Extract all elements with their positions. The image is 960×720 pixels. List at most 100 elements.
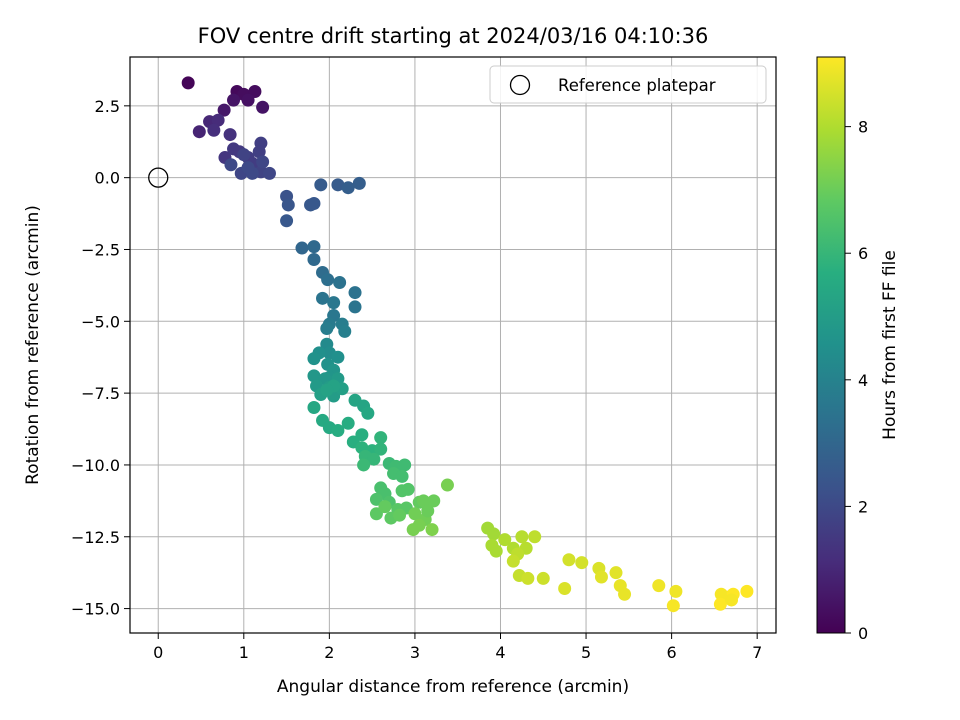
data-point [256,155,270,169]
data-point [393,508,407,522]
data-point [421,504,435,518]
data-point [241,93,255,107]
data-point [181,76,195,90]
data-point [237,148,251,162]
colorbar-gradient [816,56,846,634]
data-point [398,458,412,472]
data-point [652,579,666,593]
data-point [666,599,680,613]
data-point [406,523,420,537]
reference-point-layer [148,167,169,188]
x-axis-ticks: 0 1 2 3 4 5 6 7 [153,633,762,662]
data-points [181,76,754,613]
y-tick-label: 2.5 [95,97,120,116]
y-tick-label: 0.0 [95,169,120,188]
data-point [314,178,328,192]
colorbar-ticks: 0 2 4 6 8 [845,118,868,643]
data-point [487,527,501,541]
data-point [594,570,608,584]
data-point [352,176,366,190]
data-point [515,530,529,544]
data-point [241,161,255,175]
data-point [331,423,345,437]
reference-marker-icon [148,167,169,188]
data-point [489,544,503,558]
y-axis-ticks: 2.5 0.0 −2.5 −5.0 −7.5 −10.0 −12.5 −15.0 [71,97,130,619]
data-point [262,166,276,180]
x-tick-label: 1 [239,643,249,662]
data-point [401,482,415,496]
data-point [321,273,335,287]
x-tick-label: 6 [667,643,677,662]
legend: Reference platepar [489,65,767,104]
data-point [348,300,362,314]
data-point [331,350,345,364]
data-point [536,571,550,585]
data-point [252,145,266,159]
colorbar-tick-label: 2 [858,497,868,516]
data-point [558,581,572,595]
data-point [521,571,535,585]
data-point [348,286,362,300]
data-point [223,128,237,142]
data-point [307,240,321,254]
colorbar-label: Hours from first FF file [880,250,900,440]
x-tick-label: 3 [410,643,420,662]
legend-marker-icon [509,74,531,96]
data-point [425,523,439,537]
x-axis-label: Angular distance from reference (arcmin) [277,677,629,697]
data-point [295,241,309,255]
data-point [192,125,206,139]
plot-frame [129,56,777,634]
colorbar-tick-label: 8 [858,118,868,137]
grid-lines [130,57,776,633]
data-point [211,113,225,127]
data-point [740,584,754,598]
data-point [528,530,542,544]
data-point [609,566,623,580]
colorbar: 0 2 4 6 8 Hours from first FF file [816,56,900,643]
colorbar-tick-label: 0 [858,624,868,643]
y-axis-label: Rotation from reference (arcmin) [23,205,43,485]
data-point [367,452,381,466]
y-tick-label: −2.5 [81,240,120,259]
x-tick-label: 0 [153,643,163,662]
data-point [217,103,231,117]
data-point [341,181,355,195]
data-point [338,324,352,338]
data-point [440,478,454,492]
data-point [408,507,422,521]
data-point [331,178,345,192]
y-tick-label: −5.0 [81,312,120,331]
data-point [562,553,576,567]
data-point [355,428,369,442]
legend-label: Reference platepar [558,76,716,95]
data-point [224,158,238,172]
y-tick-label: −7.5 [81,384,120,403]
data-point [316,291,330,305]
data-point [307,369,321,383]
data-point [281,198,295,212]
data-point [320,321,334,335]
data-point [575,556,589,570]
colorbar-tick-label: 6 [858,244,868,263]
data-point [506,554,520,568]
data-point [280,214,294,228]
data-point [256,100,270,114]
data-point [498,533,512,547]
data-point [374,442,388,456]
data-point [395,469,409,483]
data-point [725,593,739,607]
chart-title: FOV centre drift starting at 2024/03/16 … [198,24,709,48]
data-point [669,584,683,598]
data-point [618,587,632,601]
data-point [327,296,341,310]
data-point [307,352,321,366]
data-point [341,416,355,430]
data-point [427,494,441,508]
data-point [713,597,727,611]
data-point [361,406,375,420]
data-point [307,197,321,211]
data-point [307,400,321,414]
